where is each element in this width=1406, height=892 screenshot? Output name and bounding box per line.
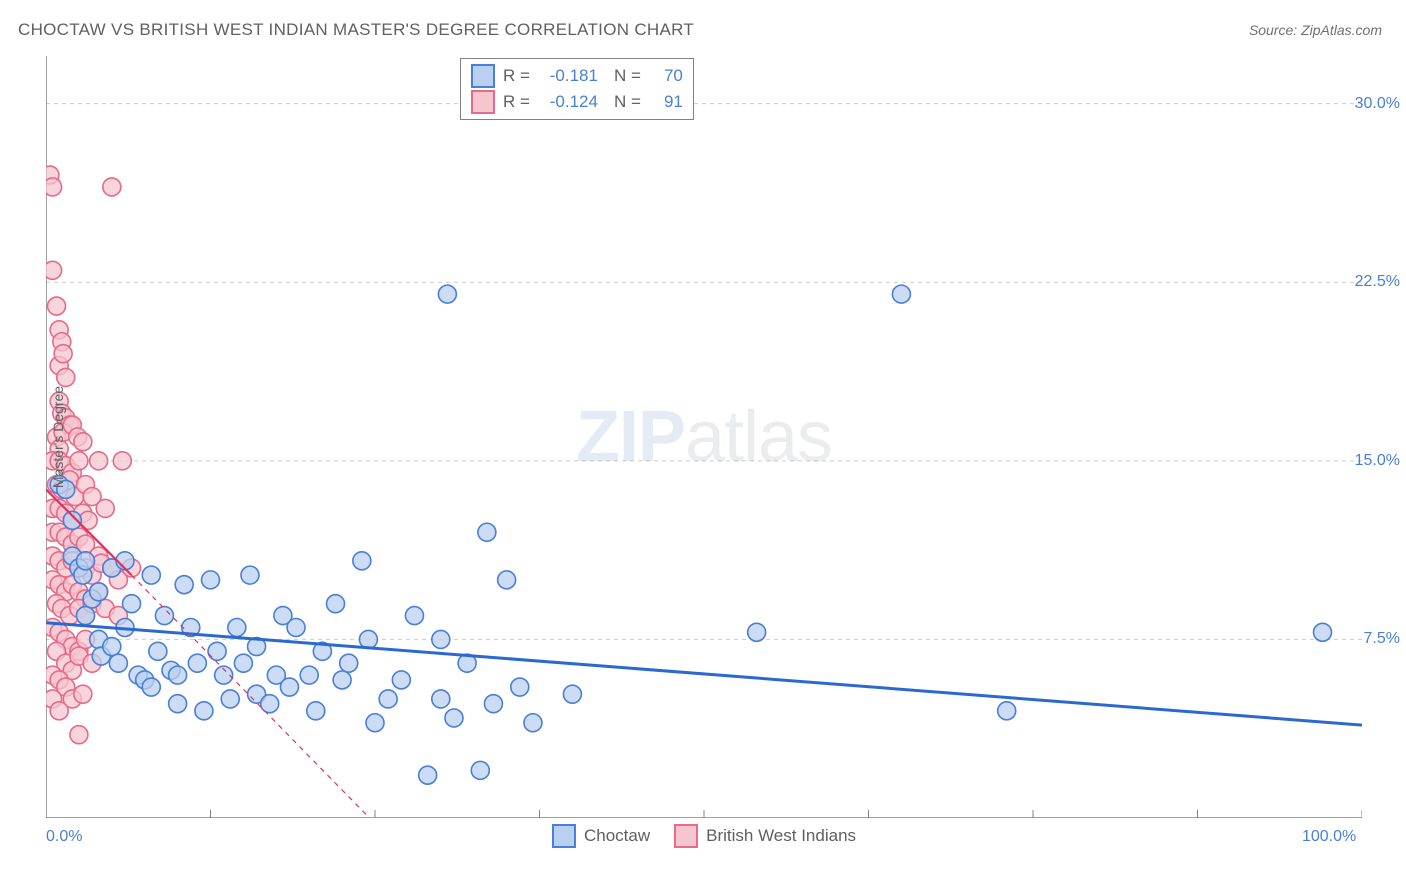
swatch-bwi bbox=[674, 824, 698, 848]
legend-label-bwi: British West Indians bbox=[706, 826, 856, 846]
stats-legend-row: R = -0.181 N = 70 bbox=[471, 63, 683, 89]
y-tick-label: 15.0% bbox=[1355, 452, 1400, 470]
n-value: 91 bbox=[649, 92, 683, 112]
y-tick-label: 7.5% bbox=[1364, 630, 1400, 648]
x-tick-label: 100.0% bbox=[1302, 828, 1356, 846]
n-label: N = bbox=[614, 92, 641, 112]
series-legend: Choctaw British West Indians bbox=[552, 824, 856, 848]
y-tick-label: 30.0% bbox=[1355, 95, 1400, 113]
swatch-icon bbox=[471, 90, 495, 114]
r-value: -0.124 bbox=[538, 92, 598, 112]
legend-label-choctaw: Choctaw bbox=[584, 826, 650, 846]
stats-legend-row: R = -0.124 N = 91 bbox=[471, 89, 683, 115]
swatch-choctaw bbox=[552, 824, 576, 848]
x-tick-label: 0.0% bbox=[46, 828, 82, 846]
stats-legend: R = -0.181 N = 70 R = -0.124 N = 91 bbox=[460, 58, 694, 120]
y-tick-label: 22.5% bbox=[1355, 273, 1400, 291]
plot-area: Master's Degree ZIPatlas 7.5%15.0%22.5%3… bbox=[46, 56, 1362, 818]
r-value: -0.181 bbox=[538, 66, 598, 86]
swatch-icon bbox=[471, 64, 495, 88]
n-label: N = bbox=[614, 66, 641, 86]
scatter-chart bbox=[46, 56, 1362, 818]
y-axis-label: Master's Degree bbox=[50, 386, 66, 488]
source-label: Source: ZipAtlas.com bbox=[1249, 22, 1382, 38]
legend-item-choctaw: Choctaw bbox=[552, 824, 650, 848]
n-value: 70 bbox=[649, 66, 683, 86]
chart-title: CHOCTAW VS BRITISH WEST INDIAN MASTER'S … bbox=[18, 20, 694, 40]
r-label: R = bbox=[503, 92, 530, 112]
legend-item-bwi: British West Indians bbox=[674, 824, 856, 848]
r-label: R = bbox=[503, 66, 530, 86]
